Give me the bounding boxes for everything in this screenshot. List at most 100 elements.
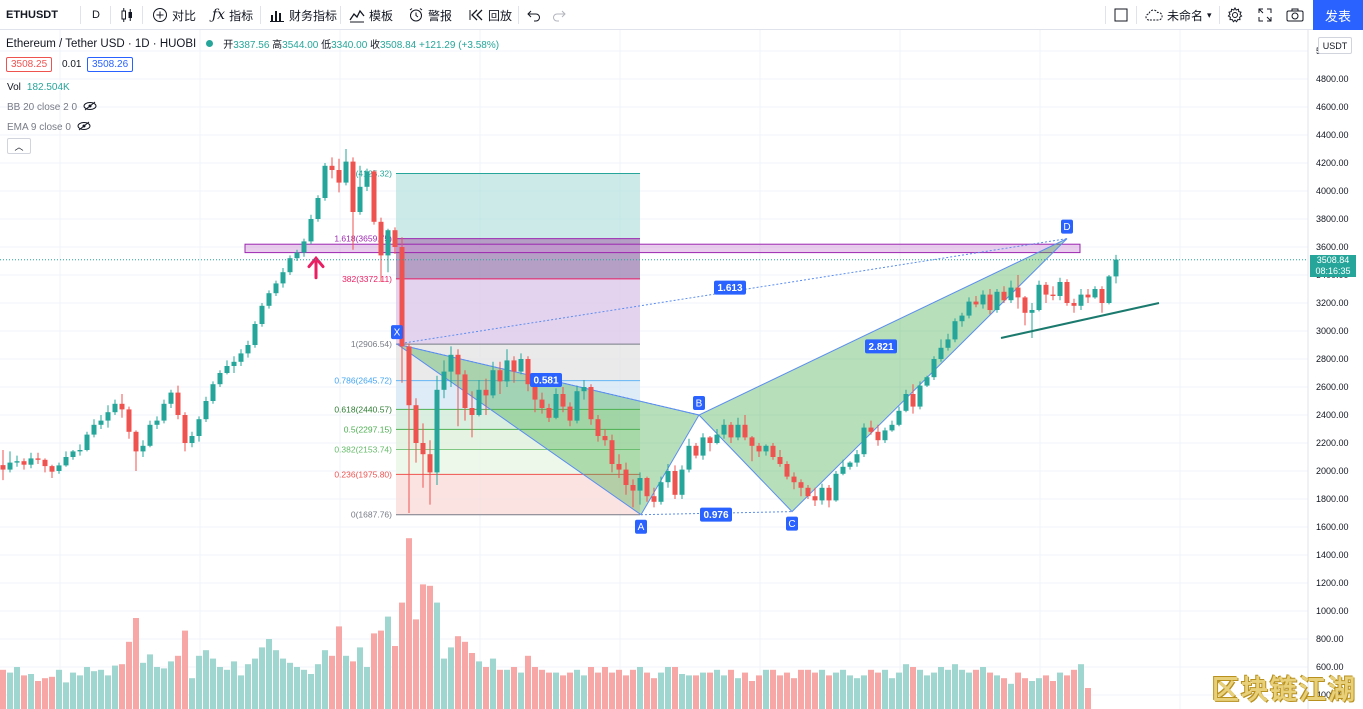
volume-bar bbox=[903, 664, 909, 709]
eye-off-icon[interactable] bbox=[77, 121, 91, 134]
high-label: 高 bbox=[272, 40, 283, 51]
candle-body bbox=[784, 464, 790, 477]
compare-button[interactable]: 对比 bbox=[146, 0, 202, 30]
replay-button[interactable]: 回放 bbox=[462, 0, 518, 30]
volume-bar bbox=[539, 669, 545, 709]
volume-bar bbox=[315, 664, 321, 709]
candle-body bbox=[252, 324, 258, 345]
volume-bar bbox=[560, 675, 566, 709]
volume-bar bbox=[413, 619, 419, 709]
pattern-point-B[interactable] bbox=[693, 396, 705, 410]
support-trendline[interactable] bbox=[1000, 302, 1160, 339]
candle-body bbox=[420, 443, 426, 455]
volume-bar bbox=[98, 669, 104, 709]
resistance-zone[interactable] bbox=[244, 243, 1081, 254]
fib-level-label: 0(1687.76) bbox=[351, 510, 392, 520]
interval-button[interactable]: D bbox=[84, 0, 108, 30]
volume-bar bbox=[308, 674, 314, 709]
highlight-zone[interactable] bbox=[244, 243, 1081, 254]
ema-legend[interactable]: EMA 9 close 0 bbox=[7, 121, 91, 134]
volume-bar bbox=[987, 672, 993, 709]
fullscreen-layout-button[interactable] bbox=[1108, 0, 1134, 30]
volume-bar bbox=[154, 667, 160, 709]
pattern-point-C[interactable] bbox=[786, 516, 798, 531]
candle-body bbox=[917, 385, 923, 407]
volume-bar bbox=[721, 675, 727, 709]
candle-body bbox=[686, 445, 692, 470]
settings-button[interactable] bbox=[1222, 0, 1248, 30]
eye-off-icon[interactable] bbox=[83, 101, 97, 114]
buy-price-button[interactable]: 3508.26 bbox=[87, 57, 134, 72]
volume-bar bbox=[525, 655, 531, 709]
price-tick-label: 1000.00 bbox=[1316, 606, 1349, 616]
redo-button[interactable] bbox=[546, 0, 570, 30]
indicators-button[interactable]: ƒx 指标 bbox=[206, 0, 259, 30]
layout-name-button[interactable]: 未命名 ▾ bbox=[1139, 0, 1219, 30]
pattern-ratio-label: 1.613 bbox=[717, 283, 742, 294]
chart-canvas[interactable]: 2(4125.32)1.618(3659.75)382(3372.11)1(29… bbox=[0, 30, 1363, 709]
fullscreen-button[interactable] bbox=[1252, 0, 1278, 30]
price-tick-label: 2000.00 bbox=[1316, 466, 1349, 476]
volume-bar bbox=[63, 682, 69, 709]
bb-legend[interactable]: BB 20 close 2 0 bbox=[7, 101, 97, 114]
candle-body bbox=[322, 165, 328, 198]
volume-bar bbox=[945, 669, 951, 709]
arrow-up-icon[interactable] bbox=[307, 255, 325, 280]
volume-bar bbox=[42, 678, 48, 709]
candle-body bbox=[49, 466, 55, 472]
fib-level-label: 0.618(2440.57) bbox=[334, 404, 392, 414]
candle-body bbox=[735, 424, 741, 438]
volume-bar bbox=[182, 630, 188, 709]
candle-body bbox=[133, 431, 139, 452]
fibonacci-extension[interactable]: 2(4125.32)1.618(3659.75)382(3372.11)1(29… bbox=[334, 168, 640, 520]
sell-price-button[interactable]: 3508.25 bbox=[6, 57, 53, 72]
low-value: 3340.00 bbox=[331, 40, 368, 51]
fib-zone bbox=[396, 429, 640, 450]
pattern-ratio-badge[interactable] bbox=[714, 280, 746, 295]
symbol-search-button[interactable]: ETHUSDT bbox=[0, 0, 80, 30]
volume-bar bbox=[861, 675, 867, 709]
volume-bar bbox=[406, 538, 412, 709]
price-tick-label: 400.00 bbox=[1316, 690, 1344, 700]
candle-body bbox=[560, 394, 566, 407]
candle-body bbox=[147, 424, 153, 446]
candle-body bbox=[14, 461, 20, 463]
chart-type-button[interactable] bbox=[113, 0, 141, 30]
volume-bar bbox=[350, 661, 356, 709]
pattern-ratio-badge[interactable] bbox=[530, 373, 562, 387]
volume-bar bbox=[105, 675, 111, 709]
candle-body bbox=[721, 424, 727, 435]
candle-body bbox=[413, 405, 419, 443]
price-tick-label: 4200.00 bbox=[1316, 158, 1349, 168]
annotations[interactable]: X A B C D 0.581 0.976 1.613 2.821 bbox=[0, 219, 1308, 534]
pattern-point-A[interactable] bbox=[635, 519, 647, 534]
collapse-legend-button[interactable]: ︿ bbox=[7, 138, 31, 154]
financials-button[interactable]: 财务指标 bbox=[263, 0, 343, 30]
alert-label: 警报 bbox=[428, 8, 453, 23]
volume-legend[interactable]: Vol 182.504K bbox=[7, 82, 70, 93]
templates-button[interactable]: 模板 bbox=[343, 0, 399, 30]
pattern-ratio-badge[interactable] bbox=[865, 339, 897, 354]
volume-bar bbox=[399, 602, 405, 709]
currency-button[interactable]: USDT bbox=[1318, 37, 1352, 54]
pattern-point-D[interactable] bbox=[1061, 219, 1073, 234]
legend-title[interactable]: Ethereum / Tether USD · 1D · HUOBI bbox=[6, 37, 197, 50]
price-axis[interactable]: 5000.004800.004600.004400.004200.004000.… bbox=[1307, 30, 1363, 709]
undo-button[interactable] bbox=[521, 0, 545, 30]
volume-bar bbox=[777, 675, 783, 709]
volume-bar bbox=[91, 671, 97, 709]
snapshot-button[interactable] bbox=[1282, 0, 1308, 30]
pattern-point-X[interactable] bbox=[391, 325, 403, 340]
volume-bar bbox=[196, 655, 202, 709]
alert-button[interactable]: 警报 bbox=[402, 0, 458, 30]
pattern-ratio-badge[interactable] bbox=[700, 507, 732, 522]
volume-bar bbox=[49, 676, 55, 709]
pattern-triangle-bcd[interactable] bbox=[698, 238, 1068, 513]
volume-bar bbox=[630, 669, 636, 709]
volume-bar bbox=[854, 678, 860, 709]
publish-button[interactable]: 发表 bbox=[1313, 0, 1363, 30]
volume-bar bbox=[427, 585, 433, 709]
candle-body bbox=[1001, 291, 1007, 301]
volume-bar bbox=[1050, 681, 1056, 709]
volume-bar bbox=[343, 655, 349, 709]
